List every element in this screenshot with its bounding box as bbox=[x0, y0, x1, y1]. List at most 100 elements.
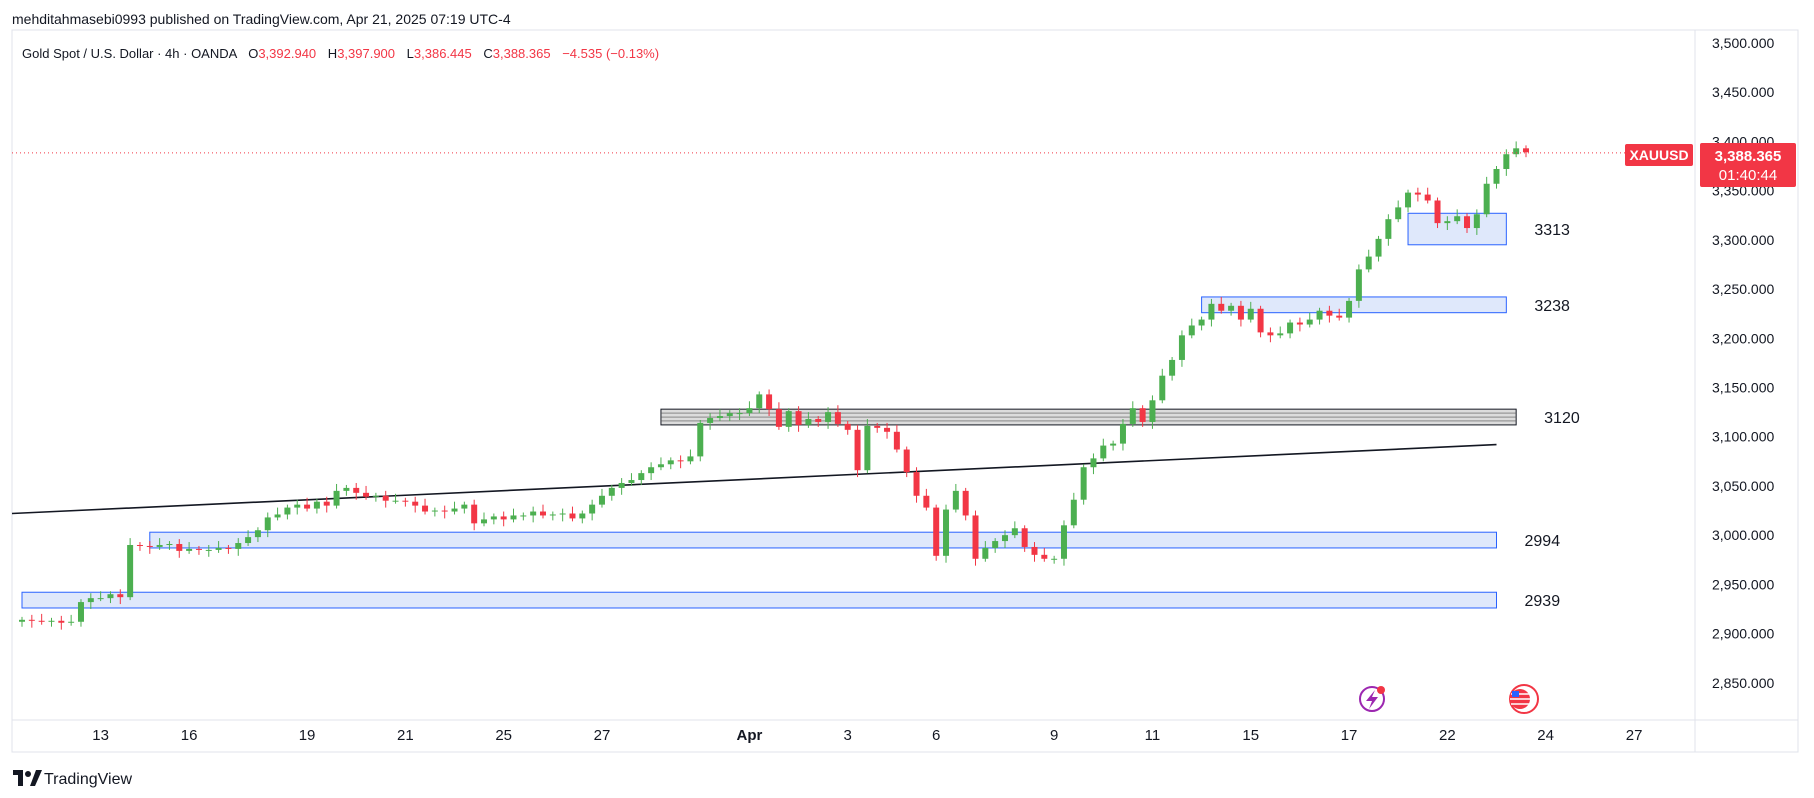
candle-body bbox=[893, 431, 900, 450]
x-tick-label: 17 bbox=[1341, 727, 1358, 744]
candle-body bbox=[1198, 319, 1205, 326]
lightning-event-icon[interactable] bbox=[1359, 686, 1385, 712]
candle-body bbox=[1169, 359, 1176, 376]
candle-body bbox=[992, 541, 999, 548]
candle-body bbox=[1493, 168, 1500, 184]
candle-body bbox=[1188, 325, 1195, 336]
candle-body bbox=[1139, 408, 1146, 422]
zone-label-3238: 3238 bbox=[1534, 298, 1570, 315]
candle-body bbox=[1395, 207, 1402, 220]
candle-body bbox=[1375, 238, 1382, 257]
candle-body bbox=[520, 515, 527, 517]
candle-body bbox=[884, 427, 891, 432]
candle-body bbox=[1424, 194, 1431, 201]
candle-body bbox=[1287, 322, 1294, 334]
candle-body bbox=[19, 619, 25, 622]
candle-body bbox=[1257, 308, 1264, 333]
open-label: O bbox=[248, 46, 258, 61]
y-tick-label: 3,450.000 bbox=[1712, 84, 1774, 100]
candle-body bbox=[766, 394, 773, 410]
candle-body bbox=[933, 507, 940, 556]
candle-body bbox=[264, 517, 271, 531]
candle-body bbox=[913, 472, 920, 496]
candle-body bbox=[1178, 335, 1185, 360]
candle-body bbox=[1316, 310, 1323, 320]
candle-body bbox=[1434, 200, 1441, 224]
candle-body bbox=[1454, 216, 1461, 222]
us-flag-event-icon[interactable] bbox=[1509, 684, 1539, 714]
candle-body bbox=[687, 456, 694, 462]
candle-body bbox=[1060, 525, 1067, 559]
candle-body bbox=[313, 501, 320, 509]
candle-body bbox=[382, 495, 389, 501]
candle-body bbox=[1218, 303, 1225, 311]
zone-3238[interactable] bbox=[1201, 296, 1507, 314]
candle-body bbox=[136, 544, 143, 546]
candle-body bbox=[844, 423, 851, 430]
candle-body bbox=[1385, 219, 1392, 239]
y-tick-label: 3,000.000 bbox=[1712, 527, 1774, 543]
zone-label-2994: 2994 bbox=[1525, 533, 1561, 550]
candle-body bbox=[579, 513, 586, 519]
zone-2994[interactable] bbox=[149, 531, 1497, 549]
trendline[interactable] bbox=[11, 443, 1497, 515]
high-value: 3,397.900 bbox=[337, 46, 395, 61]
candle-body bbox=[628, 480, 635, 483]
y-axis-ticks: 2,850.000 2,900.000 2,950.000 3,000.000 3,05… bbox=[1712, 35, 1774, 691]
candle-body bbox=[1326, 310, 1333, 316]
trendline-layer[interactable] bbox=[11, 443, 1497, 515]
candle-body bbox=[1405, 192, 1412, 208]
candle-body bbox=[1513, 148, 1520, 155]
symbol-tag-bg bbox=[1625, 144, 1693, 166]
candle-body bbox=[87, 598, 94, 603]
candle-body bbox=[1149, 400, 1156, 422]
high-label: H bbox=[328, 46, 337, 61]
candle-body bbox=[854, 429, 861, 471]
candle-body bbox=[343, 487, 350, 491]
candle-body bbox=[254, 530, 261, 538]
candle-body bbox=[1464, 216, 1471, 229]
candle-body bbox=[402, 500, 409, 502]
candle-body bbox=[1296, 322, 1303, 325]
y-tick-label: 3,150.000 bbox=[1712, 380, 1774, 396]
y-tick-label: 2,900.000 bbox=[1712, 626, 1774, 642]
candle-body bbox=[304, 504, 311, 509]
zone-label-3313: 3313 bbox=[1534, 222, 1570, 239]
candle-body bbox=[795, 411, 802, 425]
candle-body bbox=[1444, 221, 1451, 224]
candle-body bbox=[746, 408, 753, 414]
candle-body bbox=[1355, 269, 1362, 301]
candle-body bbox=[372, 495, 379, 497]
y-tick-label: 3,500.000 bbox=[1712, 35, 1774, 51]
candle-body bbox=[225, 547, 232, 549]
candle-body bbox=[825, 412, 832, 422]
candle-body bbox=[943, 509, 950, 556]
candle-body bbox=[195, 548, 202, 550]
candle-body bbox=[176, 544, 183, 551]
candle-body bbox=[1247, 308, 1254, 320]
candle-body bbox=[1336, 315, 1343, 318]
candle-body bbox=[648, 467, 655, 474]
x-tick-label: 24 bbox=[1537, 727, 1554, 744]
x-tick-label: 27 bbox=[1626, 727, 1643, 744]
candle-body bbox=[815, 419, 822, 422]
instrument-title: Gold Spot / U.S. Dollar · 4h · OANDA bbox=[22, 46, 238, 61]
support-resistance-zones[interactable]: 3313 3238 3120 2994 2939 bbox=[21, 212, 1580, 610]
brand-name: TradingView bbox=[44, 771, 132, 788]
bar-countdown: 01:40:44 bbox=[1719, 167, 1777, 184]
tradingview-logo[interactable]: TradingView bbox=[13, 770, 132, 788]
candle-body bbox=[97, 598, 104, 600]
candle-body bbox=[186, 548, 193, 551]
candle-body bbox=[549, 514, 556, 516]
candle-body bbox=[1031, 546, 1038, 555]
candle-body bbox=[107, 594, 114, 599]
candle-body bbox=[431, 510, 438, 512]
candle-body bbox=[510, 515, 517, 520]
candle-body bbox=[1306, 319, 1313, 325]
candle-body bbox=[451, 508, 458, 512]
candle-body bbox=[805, 419, 812, 425]
candle-body bbox=[294, 504, 301, 508]
zone-2939[interactable] bbox=[21, 591, 1497, 609]
zone-label-2939: 2939 bbox=[1525, 593, 1561, 610]
